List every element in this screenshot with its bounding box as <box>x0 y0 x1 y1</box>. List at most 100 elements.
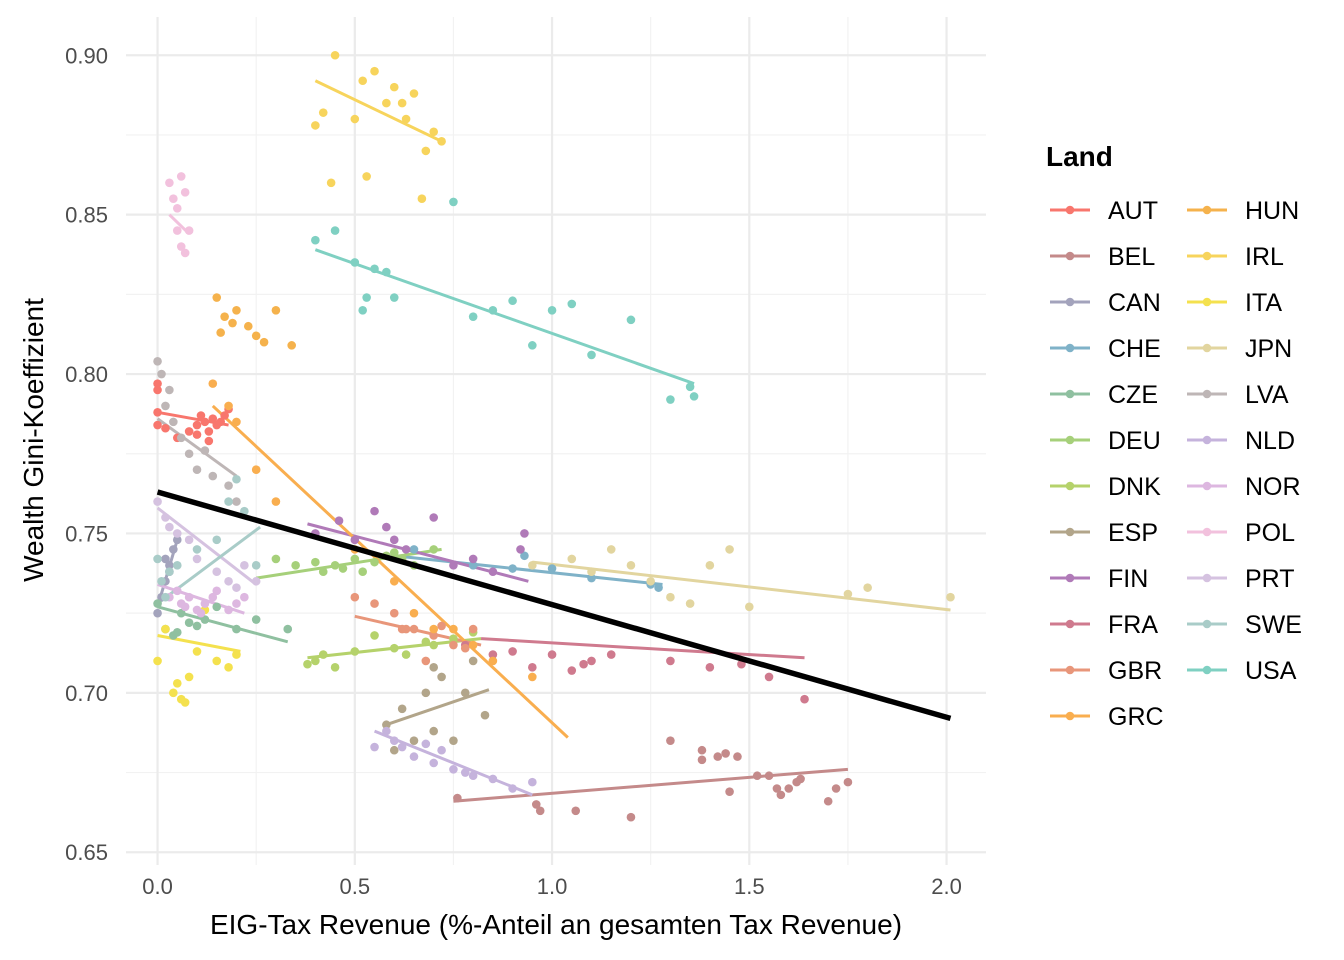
point-prt <box>192 554 202 564</box>
point-bel <box>784 784 794 793</box>
point-lva <box>224 481 233 490</box>
point-nld <box>389 736 399 745</box>
point-esp <box>397 704 407 714</box>
legend-item-ita: ITA <box>1187 289 1282 317</box>
point-deu <box>350 554 360 564</box>
point-swe <box>212 535 222 545</box>
point-nor <box>172 586 182 596</box>
legend-key-point <box>1202 343 1212 353</box>
point-aut <box>220 411 229 420</box>
legend-label: CHE <box>1108 335 1161 363</box>
point-hun <box>243 321 253 331</box>
point-bel <box>831 784 841 793</box>
point-nld <box>488 774 498 784</box>
point-esp <box>437 672 446 682</box>
point-che <box>587 573 596 583</box>
legend-item-hun: HUN <box>1187 197 1299 225</box>
point-bel <box>764 771 774 781</box>
point-dnk <box>350 647 360 656</box>
point-cze <box>200 615 210 624</box>
point-pol <box>172 226 182 235</box>
point-fra <box>508 647 517 656</box>
point-prt <box>184 535 194 545</box>
point-prt <box>224 576 233 586</box>
point-deu <box>271 554 281 564</box>
point-esp <box>421 688 431 698</box>
point-irl <box>326 178 336 188</box>
legend-label: PRT <box>1245 565 1295 593</box>
legend-key-point <box>1202 251 1212 261</box>
point-hun <box>271 305 281 315</box>
legend-key-point <box>1202 527 1212 537</box>
legend-label: GRC <box>1108 703 1164 731</box>
trend-line-irl <box>314 79 443 143</box>
point-usa <box>666 395 675 404</box>
legend-key-point <box>1202 205 1212 215</box>
point-nld <box>449 765 458 774</box>
point-dnk <box>389 643 399 653</box>
point-gbr <box>389 608 399 618</box>
point-irl <box>437 137 446 146</box>
point-swe <box>224 497 233 506</box>
point-dnk <box>318 650 328 659</box>
point-swe <box>157 576 166 586</box>
point-aut <box>153 379 162 388</box>
legend-item-irl: IRL <box>1187 243 1284 271</box>
legend-key-point <box>1202 481 1212 491</box>
point-nor <box>232 599 241 608</box>
point-jpn <box>705 561 715 570</box>
legend-item-fra: FRA <box>1050 611 1158 639</box>
point-dnk <box>429 640 439 650</box>
point-che <box>508 564 517 573</box>
point-grc <box>528 672 537 682</box>
point-can <box>165 561 174 570</box>
point-dnk <box>370 631 379 640</box>
legend-label: POL <box>1245 519 1295 547</box>
point-aut <box>192 420 202 430</box>
point-deu <box>389 548 399 557</box>
legend-item-nld: NLD <box>1187 427 1295 455</box>
legend-item-fin: FIN <box>1050 565 1148 593</box>
point-pol <box>184 226 194 235</box>
point-bel <box>772 784 782 793</box>
point-ita <box>172 678 182 688</box>
point-ita <box>224 663 233 672</box>
legend-item-grc: GRC <box>1050 703 1164 731</box>
legend-item-deu: DEU <box>1050 427 1161 455</box>
point-gbr <box>409 624 419 634</box>
point-bel <box>666 736 675 745</box>
x-tick-label: 1.0 <box>537 874 568 899</box>
point-grc <box>208 379 218 388</box>
point-jpn <box>685 599 695 608</box>
point-fin <box>520 529 529 538</box>
legend-key-point <box>1065 297 1075 307</box>
x-tick-label: 0.5 <box>340 874 371 899</box>
legend-key-point <box>1065 389 1075 399</box>
point-hun <box>212 293 222 302</box>
point-cze <box>184 618 194 628</box>
legend-item-bel: BEL <box>1050 243 1155 271</box>
point-nld <box>397 742 407 752</box>
point-pol <box>172 203 182 213</box>
point-nor <box>196 608 206 618</box>
point-pol <box>165 178 174 188</box>
point-pol <box>180 248 190 258</box>
point-gbr <box>449 640 458 650</box>
point-nld <box>460 768 470 777</box>
point-deu <box>311 557 320 567</box>
point-hun <box>251 331 261 341</box>
point-usa <box>488 305 498 315</box>
point-lva <box>208 471 218 481</box>
legend-key-point <box>1065 665 1075 675</box>
legend-label: ESP <box>1108 519 1158 547</box>
point-dnk <box>421 637 431 647</box>
point-swe <box>153 554 162 564</box>
trend-line-fra <box>480 637 805 660</box>
point-usa <box>626 315 636 325</box>
point-bel <box>823 796 833 806</box>
point-ita <box>161 624 170 634</box>
point-can <box>153 608 162 618</box>
point-nor <box>208 592 218 602</box>
point-irl <box>417 194 427 204</box>
point-bel <box>776 790 786 800</box>
